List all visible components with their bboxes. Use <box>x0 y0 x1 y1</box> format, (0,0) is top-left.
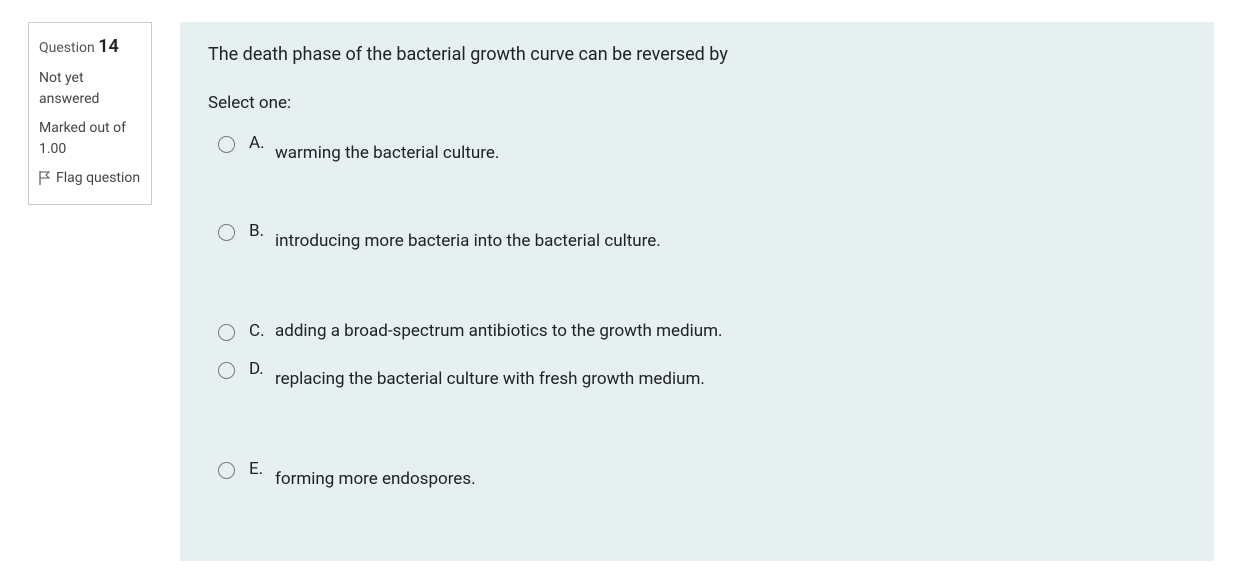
answer-letter: A. <box>249 133 275 153</box>
answer-option[interactable]: D.replacing the bacterial culture with f… <box>208 353 1186 395</box>
marks-label: Marked out of <box>39 120 126 136</box>
answer-text: forming more endospores. <box>275 459 476 489</box>
answer-radio[interactable] <box>218 324 235 341</box>
answer-option[interactable]: B.introducing more bacteria into the bac… <box>208 215 1186 257</box>
answer-option[interactable]: C.adding a broad-spectrum antibiotics to… <box>208 315 1186 347</box>
answer-letter: E. <box>249 459 275 479</box>
question-status: Not yet answered <box>39 68 141 110</box>
question-text: The death phase of the bacterial growth … <box>208 44 1186 65</box>
answer-radio[interactable] <box>218 462 235 479</box>
question-content-panel: The death phase of the bacterial growth … <box>180 22 1214 561</box>
question-number: 14 <box>98 36 119 57</box>
answer-text: introducing more bacteria into the bacte… <box>275 221 661 251</box>
answer-text: adding a broad-spectrum antibiotics to t… <box>275 321 723 341</box>
flag-question-label: Flag question <box>56 168 140 189</box>
select-one-prompt: Select one: <box>208 93 1186 113</box>
answer-letter: D. <box>249 359 275 379</box>
answer-letter: C. <box>249 321 275 341</box>
flag-icon <box>39 171 51 192</box>
answer-text: warming the bacterial culture. <box>275 133 499 163</box>
answer-text: replacing the bacterial culture with fre… <box>275 359 705 389</box>
answer-option[interactable]: A.warming the bacterial culture. <box>208 127 1186 169</box>
answer-radio[interactable] <box>218 224 235 241</box>
flag-question-row: Flag question <box>39 168 141 192</box>
answer-options: A.warming the bacterial culture. B.introd… <box>208 127 1186 501</box>
question-number-row: Question 14 <box>39 33 141 60</box>
answer-radio[interactable] <box>218 136 235 153</box>
answer-option[interactable]: E.forming more endospores. <box>208 453 1186 495</box>
question-info-panel: Question 14 Not yet answered Marked out … <box>28 22 152 205</box>
question-label: Question <box>39 40 95 56</box>
answer-radio[interactable] <box>218 362 235 379</box>
flag-question-link[interactable]: Flag question <box>39 168 140 192</box>
question-marks: Marked out of 1.00 <box>39 118 141 160</box>
answer-letter: B. <box>249 221 275 241</box>
marks-value: 1.00 <box>39 141 66 157</box>
quiz-layout: Question 14 Not yet answered Marked out … <box>0 0 1242 583</box>
